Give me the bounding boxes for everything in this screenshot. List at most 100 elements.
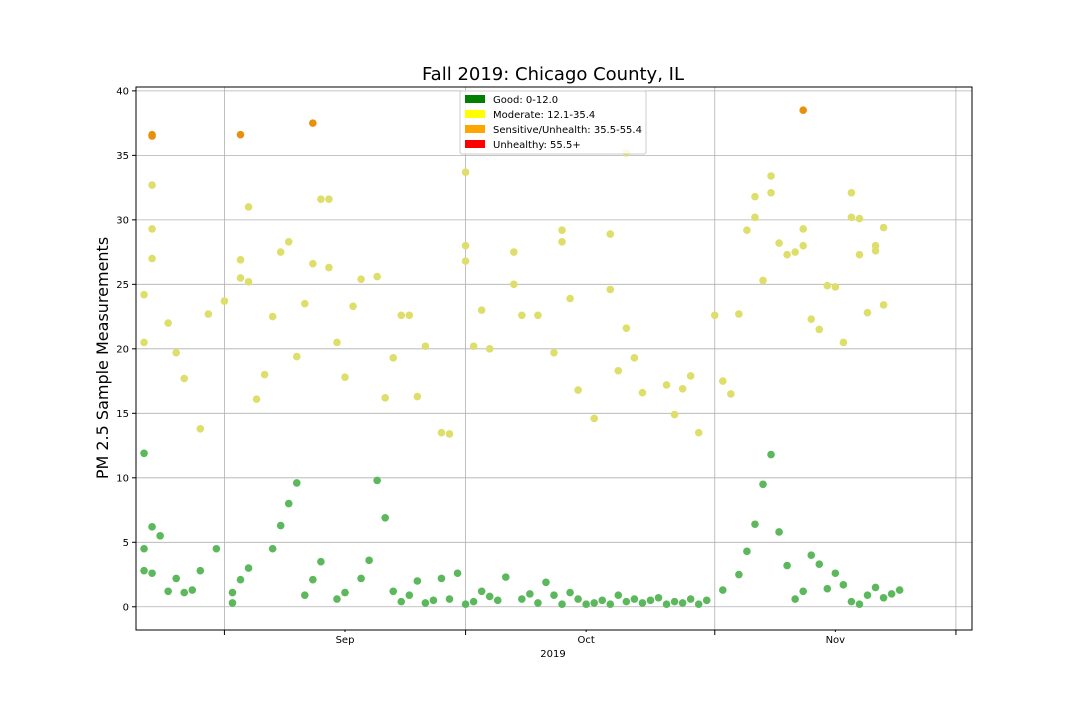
data-point <box>301 591 309 599</box>
data-point <box>421 342 430 351</box>
data-point <box>574 595 582 603</box>
data-point <box>510 280 518 289</box>
data-point <box>212 544 221 553</box>
data-point <box>461 257 470 265</box>
data-point <box>188 586 197 594</box>
data-point <box>622 597 631 606</box>
data-point <box>662 600 671 609</box>
data-point <box>727 390 735 398</box>
data-point <box>276 521 285 530</box>
data-point <box>477 306 486 314</box>
data-point <box>268 544 277 553</box>
data-point <box>501 573 510 581</box>
data-point <box>204 310 213 318</box>
data-point <box>236 130 245 139</box>
data-point <box>148 225 156 233</box>
data-point <box>799 225 807 233</box>
data-point <box>831 283 840 291</box>
data-point <box>566 588 574 597</box>
data-point <box>550 348 558 357</box>
data-point <box>855 214 864 223</box>
data-point <box>485 592 494 601</box>
data-point <box>534 599 542 607</box>
x-tick-label: Sep <box>336 635 355 646</box>
data-point <box>172 348 180 357</box>
y-tick-label: 15 <box>116 409 129 420</box>
data-point <box>791 595 799 603</box>
data-point <box>268 312 277 321</box>
data-point <box>148 181 156 189</box>
data-point <box>164 587 172 596</box>
data-point <box>477 587 486 596</box>
data-point <box>180 588 189 597</box>
legend-label: Sensitive/Unhealth: 35.5-55.4 <box>493 125 642 136</box>
data-point <box>317 557 325 566</box>
data-point <box>325 263 333 272</box>
data-point <box>694 600 703 609</box>
data-point <box>807 315 816 323</box>
x-axis: Sep Oct Nov <box>223 630 957 646</box>
data-point <box>469 597 478 606</box>
data-point <box>445 595 454 603</box>
legend-label: Unhealthy: 55.5+ <box>493 140 581 151</box>
data-point <box>333 338 341 347</box>
data-point <box>807 551 816 559</box>
data-point <box>606 230 615 238</box>
x-tick-label: Oct <box>578 635 595 646</box>
data-point <box>260 370 269 379</box>
data-point <box>558 226 566 234</box>
data-point <box>292 352 301 361</box>
data-point <box>791 248 799 256</box>
data-point <box>839 338 848 347</box>
data-point <box>534 311 542 320</box>
data-point <box>887 590 896 598</box>
data-point <box>357 574 365 583</box>
plot-area <box>135 86 973 631</box>
y-tick-label: 20 <box>116 344 129 355</box>
data-point <box>325 195 333 204</box>
data-points <box>140 106 904 609</box>
data-point <box>148 523 156 531</box>
data-point <box>220 297 229 305</box>
data-point <box>678 599 687 607</box>
data-point <box>719 586 727 594</box>
data-point <box>365 556 373 565</box>
data-point <box>373 272 381 281</box>
data-point <box>743 547 751 556</box>
data-point <box>381 513 389 522</box>
data-point <box>783 561 791 570</box>
data-point <box>518 595 526 603</box>
data-point <box>172 574 180 583</box>
data-point <box>702 596 711 605</box>
data-point <box>429 596 438 605</box>
data-point <box>140 338 148 347</box>
data-point <box>767 188 775 197</box>
data-point <box>493 596 502 605</box>
data-point <box>847 188 856 197</box>
data-point <box>799 106 807 115</box>
data-point <box>606 285 615 294</box>
data-point <box>815 560 824 569</box>
data-point <box>751 192 759 201</box>
data-point <box>526 590 534 598</box>
data-point <box>164 319 172 327</box>
y-tick-label: 5 <box>123 538 129 549</box>
data-point <box>389 354 398 362</box>
data-point <box>437 574 446 583</box>
data-point <box>638 388 647 397</box>
y-tick-label: 30 <box>116 215 129 226</box>
data-point <box>413 577 422 585</box>
data-point <box>815 325 824 334</box>
data-point <box>590 414 598 423</box>
data-point <box>180 374 189 383</box>
data-point <box>341 373 349 382</box>
data-point <box>389 587 398 596</box>
data-point <box>148 254 156 263</box>
data-point <box>373 476 381 485</box>
data-point <box>574 386 582 394</box>
data-point <box>309 575 317 584</box>
data-point <box>381 394 389 402</box>
data-point <box>863 308 872 317</box>
y-axis-label: PM 2.5 Sample Measurements <box>93 237 112 479</box>
